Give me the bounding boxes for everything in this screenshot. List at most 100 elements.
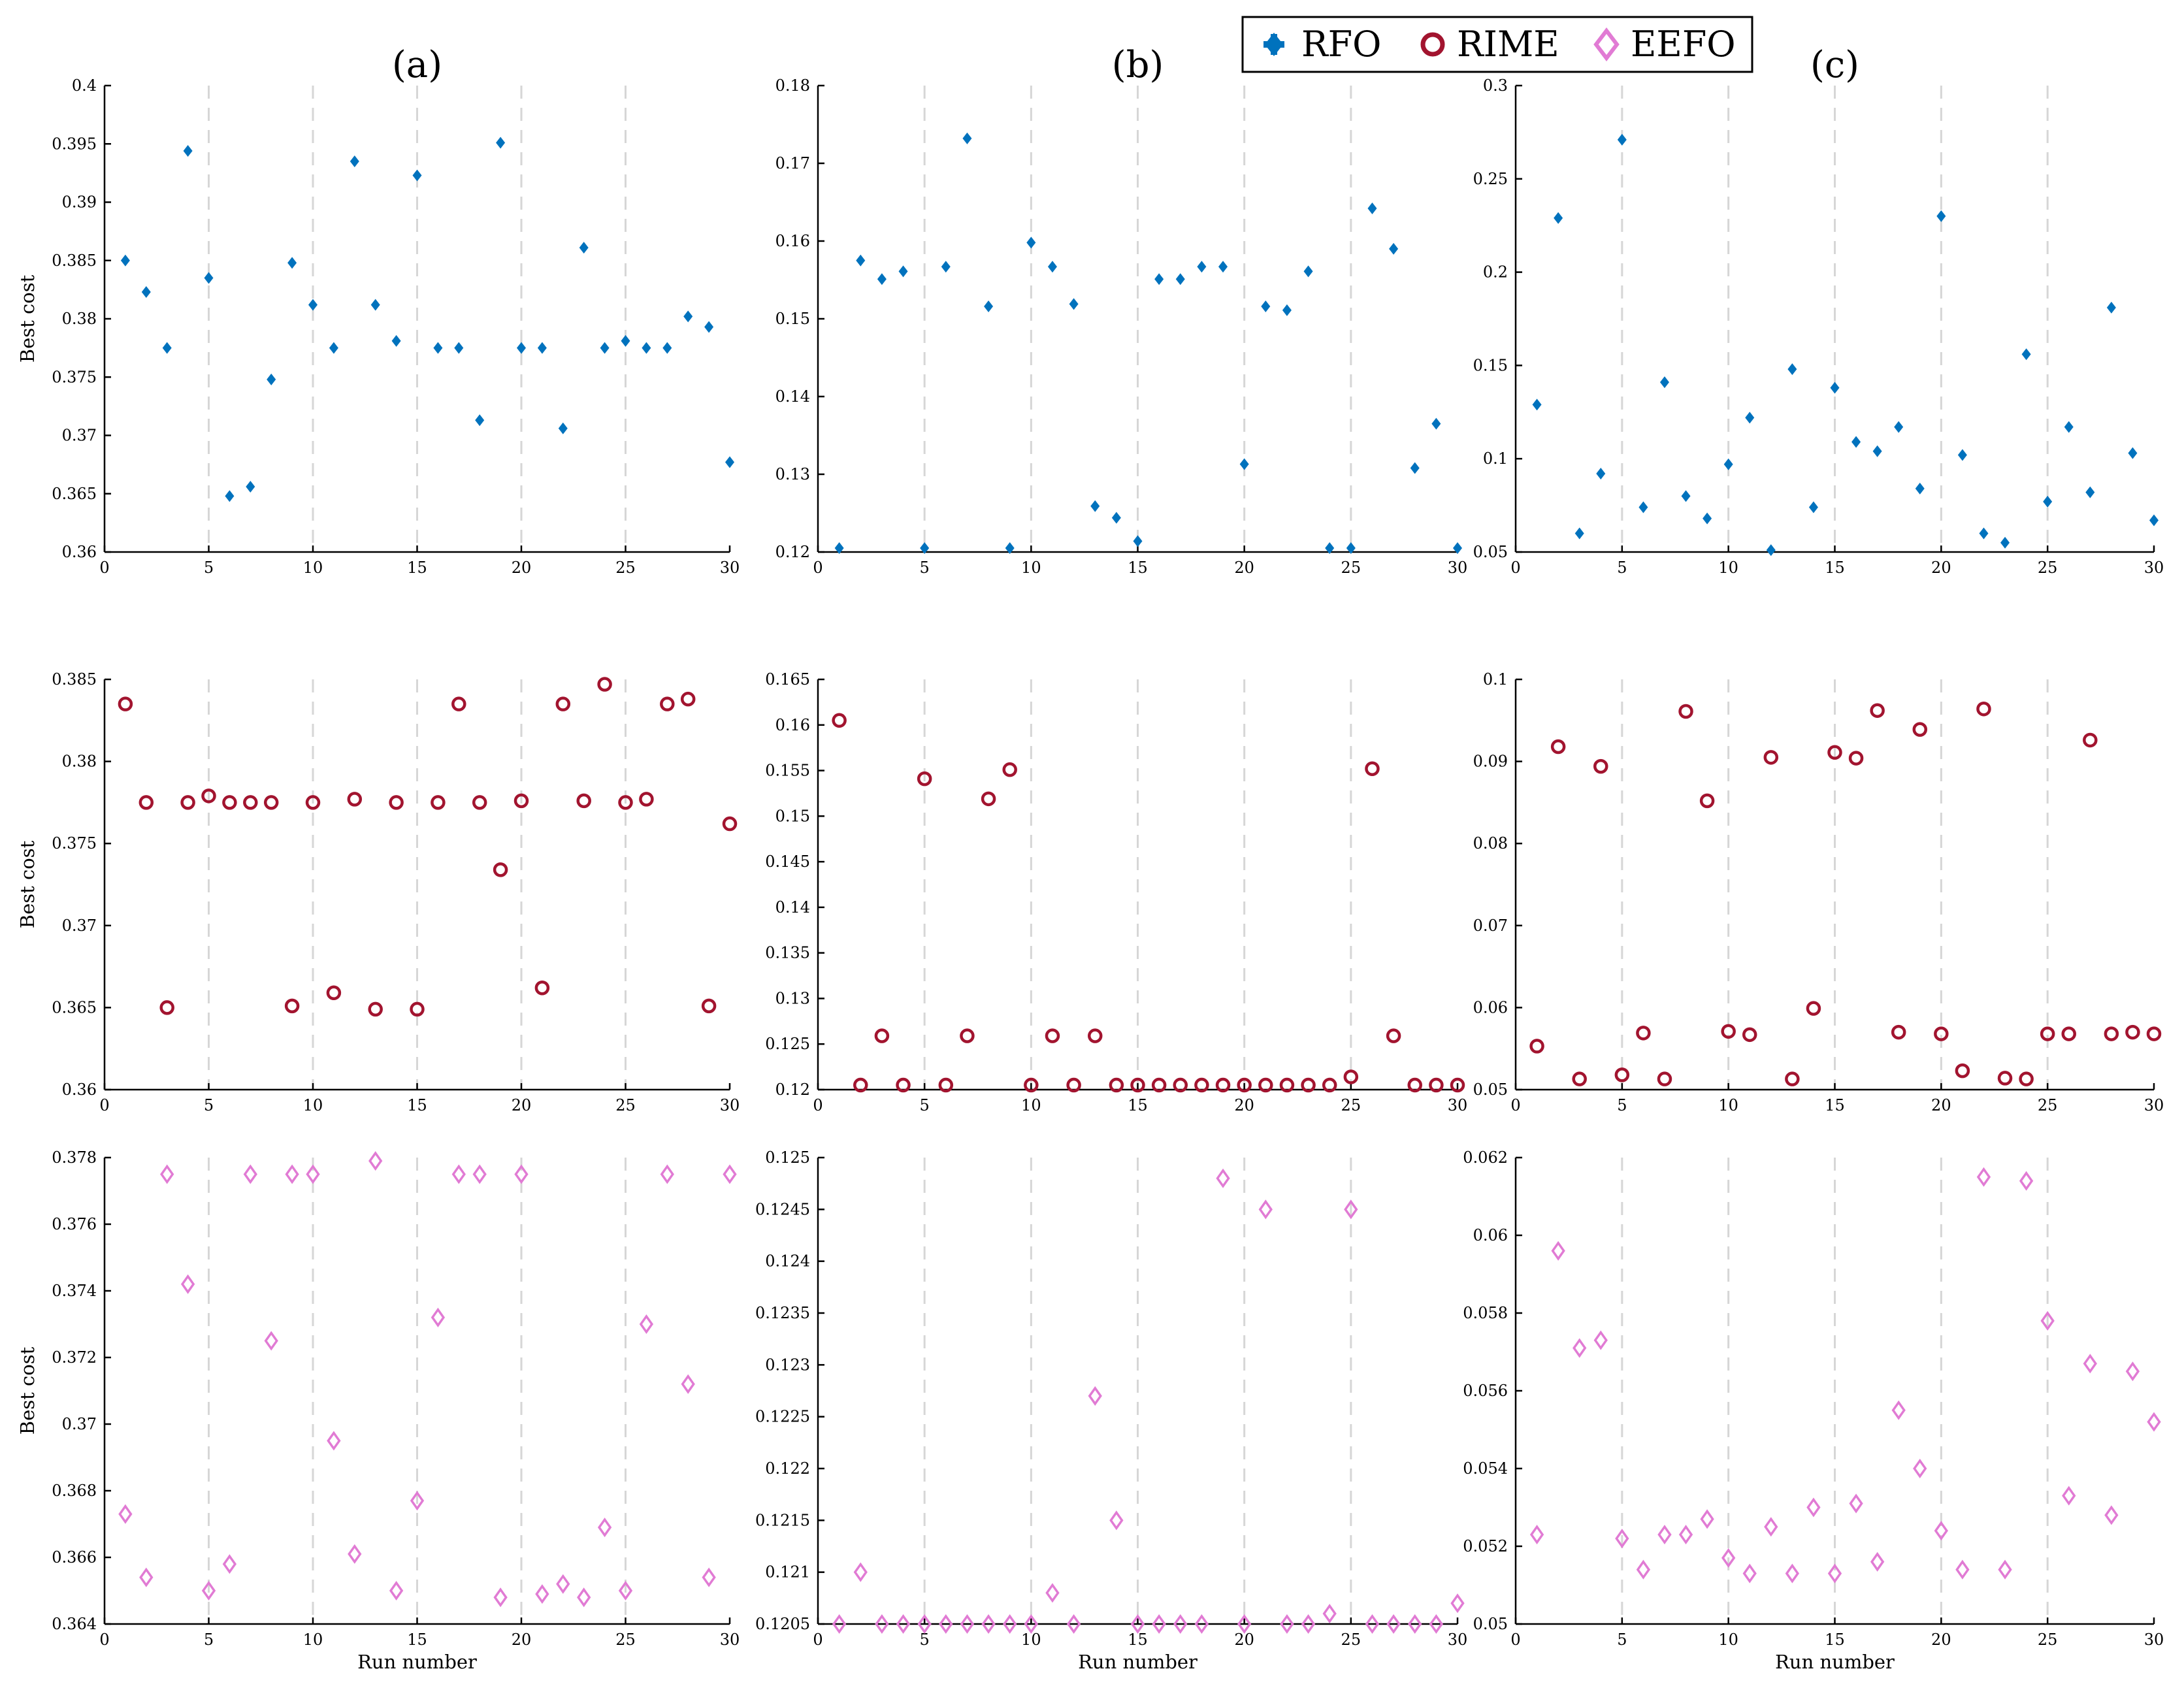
data-point — [1593, 1330, 1608, 1350]
data-point — [704, 321, 714, 333]
data-point — [1550, 739, 1566, 755]
data-point — [875, 1614, 889, 1634]
data-point — [391, 334, 401, 347]
data-point — [2147, 1412, 2161, 1432]
data-point — [201, 1580, 216, 1601]
x-tick-label: 5 — [204, 559, 214, 577]
data-point — [1431, 417, 1441, 430]
legend-marker-eefo — [1593, 27, 1620, 61]
data-point — [1529, 1039, 1544, 1054]
x-tick-label: 0 — [813, 559, 823, 577]
data-point — [537, 342, 547, 354]
x-tick-label: 5 — [920, 559, 930, 577]
data-point — [1997, 1071, 2013, 1086]
data-point — [960, 1614, 975, 1634]
x-tick-label: 5 — [204, 1096, 214, 1114]
data-point — [853, 1077, 868, 1093]
data-point — [183, 144, 193, 157]
panel-r1-c0: 0 5 10 15 20 25 30 0.36 0.365 0.37 0.375 0.38 0.385 B… — [16, 670, 740, 1114]
data-point — [472, 1164, 487, 1184]
y-tick-label: 0.052 — [1463, 1537, 1508, 1555]
data-point — [180, 1274, 195, 1294]
data-point — [874, 1028, 890, 1043]
y-tick-label: 0.05 — [1473, 543, 1508, 561]
eefo-series — [118, 1151, 737, 1608]
data-point — [2083, 732, 2098, 748]
data-point — [306, 1164, 320, 1184]
data-point — [2021, 348, 2031, 361]
data-point — [877, 273, 887, 285]
data-point — [600, 342, 610, 354]
data-point — [725, 456, 734, 468]
x-tick-label: 10 — [1718, 1096, 1738, 1114]
y-tick-label: 0.365 — [52, 998, 97, 1016]
data-point — [1152, 1614, 1166, 1634]
data-point — [160, 1164, 174, 1184]
x-axis-label: Run number — [1775, 1651, 1895, 1673]
data-point — [1408, 1614, 1422, 1634]
x-tick-label: 20 — [1931, 1096, 1951, 1114]
data-point — [1955, 1063, 1970, 1079]
y-tick-label: 0.15 — [1473, 356, 1508, 374]
data-point — [2040, 1026, 2055, 1041]
legend-label-eefo: EEFO — [1631, 24, 1736, 65]
y-tick-label: 0.05 — [1473, 1615, 1508, 1633]
legend: RFO RIME EEFO — [1241, 16, 1753, 73]
data-point — [454, 342, 464, 354]
y-axis-label: Best cost — [16, 840, 39, 928]
y-tick-label: 0.058 — [1463, 1304, 1508, 1322]
x-tick-label: 5 — [1617, 1096, 1627, 1114]
data-point — [433, 342, 443, 354]
x-tick-label: 5 — [920, 1096, 930, 1114]
data-point — [597, 677, 612, 692]
data-point — [368, 1151, 383, 1171]
data-point — [389, 1580, 404, 1601]
rime-series — [1529, 701, 2162, 1086]
x-tick-label: 30 — [1448, 1096, 1468, 1114]
data-point — [1785, 1563, 1800, 1583]
data-point — [1976, 701, 1991, 717]
data-point — [2085, 486, 2095, 498]
x-tick-label: 30 — [1448, 1631, 1468, 1649]
data-point — [1303, 265, 1313, 278]
x-tick-label: 10 — [1718, 1631, 1738, 1649]
data-point — [558, 422, 568, 434]
data-point — [1279, 1077, 1295, 1093]
data-point — [639, 1314, 654, 1335]
data-point — [1344, 1199, 1358, 1220]
data-point — [1636, 1559, 1651, 1580]
data-point — [597, 1518, 612, 1538]
data-point — [305, 795, 321, 810]
data-point — [621, 334, 630, 347]
y-tick-label: 0.2 — [1483, 263, 1508, 282]
y-tick-label: 0.122 — [765, 1459, 810, 1478]
x-tick-label: 15 — [1825, 1631, 1845, 1649]
y-tick-label: 0.13 — [775, 989, 810, 1007]
data-point — [579, 242, 589, 254]
panel-r1-c2: 0 5 10 15 20 25 30 0.05 0.06 0.07 0.08 0.09 0.1 — [1473, 670, 2164, 1114]
data-point — [1261, 300, 1271, 312]
legend-label-rfo: RFO — [1301, 24, 1381, 65]
x-tick-label: 10 — [303, 1096, 323, 1114]
data-point — [514, 1164, 529, 1184]
y-tick-label: 0.121 — [765, 1563, 810, 1582]
y-tick-label: 0.374 — [52, 1282, 97, 1300]
y-tick-label: 0.1245 — [755, 1200, 810, 1218]
x-tick-label: 10 — [1021, 1096, 1041, 1114]
data-point — [1026, 236, 1036, 249]
x-tick-label: 10 — [1021, 559, 1041, 577]
x-tick-label: 20 — [1931, 559, 1951, 577]
y-tick-label: 0.125 — [765, 1035, 810, 1053]
data-point — [639, 792, 654, 807]
x-tick-label: 25 — [1341, 1096, 1361, 1114]
y-tick-label: 0.056 — [1463, 1382, 1508, 1400]
data-point — [431, 795, 446, 810]
data-point — [1301, 1077, 1316, 1093]
data-point — [938, 1077, 954, 1093]
data-point — [981, 1614, 996, 1634]
data-point — [941, 261, 951, 273]
x-axis-label: Run number — [357, 1651, 477, 1673]
data-point — [1175, 273, 1185, 285]
data-point — [642, 342, 651, 354]
data-point — [326, 985, 342, 1001]
